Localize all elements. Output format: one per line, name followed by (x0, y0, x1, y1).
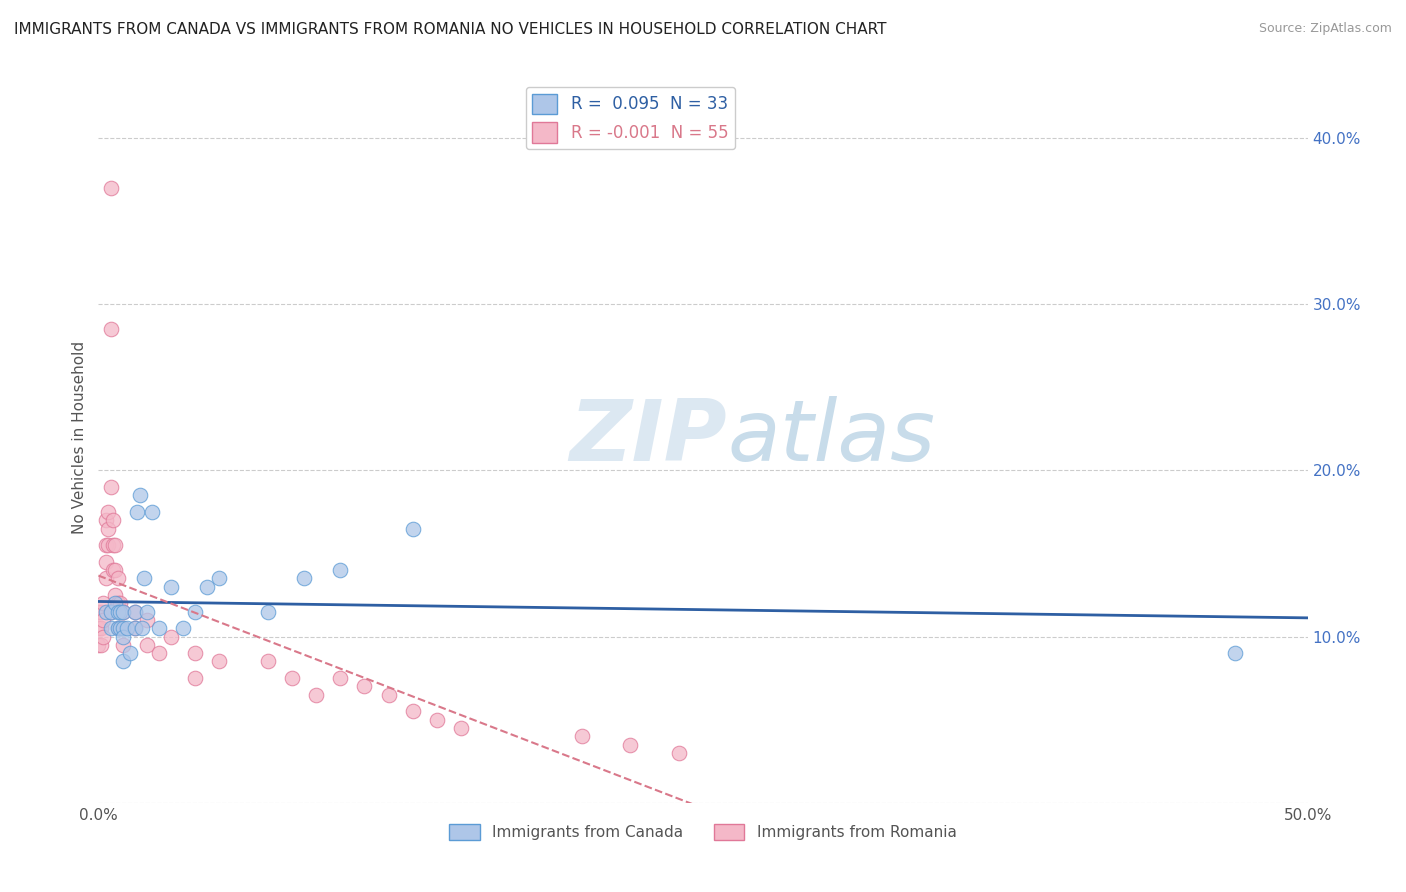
Point (329, 563, 352, 577)
Point (172, 621, 194, 635)
Point (94, 571, 117, 585)
Point (111, 630, 134, 644)
Point (281, 671, 304, 685)
Point (208, 571, 231, 585)
Point (141, 505, 163, 519)
Point (124, 605, 146, 619)
Point (353, 680, 375, 694)
Point (111, 605, 134, 619)
Point (124, 605, 146, 619)
Point (97, 538, 120, 552)
Point (100, 605, 122, 619)
Point (108, 621, 131, 635)
Point (256, 655, 278, 669)
Point (111, 621, 134, 635)
Point (101, 563, 124, 577)
Point (292, 571, 315, 585)
Point (135, 638, 157, 652)
Point (107, 621, 129, 635)
Point (329, 671, 352, 685)
Point (184, 646, 207, 660)
Point (402, 521, 425, 535)
Point (97, 505, 120, 519)
Point (90, 638, 112, 652)
Point (104, 596, 127, 610)
Point (377, 688, 399, 702)
Point (135, 613, 157, 627)
Point (87, 638, 110, 652)
Point (450, 721, 472, 735)
Point (108, 621, 131, 635)
Point (134, 571, 156, 585)
Point (118, 646, 141, 660)
Point (668, 746, 690, 760)
Point (94, 555, 117, 569)
Point (148, 646, 170, 660)
Text: atlas: atlas (727, 395, 935, 479)
Point (426, 713, 449, 727)
Point (160, 580, 183, 594)
Point (101, 538, 124, 552)
Point (104, 588, 127, 602)
Legend: Immigrants from Canada, Immigrants from Romania: Immigrants from Canada, Immigrants from … (443, 818, 963, 847)
Text: Source: ZipAtlas.com: Source: ZipAtlas.com (1258, 22, 1392, 36)
Point (107, 596, 129, 610)
Point (94, 538, 117, 552)
Point (208, 655, 231, 669)
Point (104, 563, 127, 577)
Point (111, 638, 134, 652)
Point (91, 613, 114, 627)
Point (107, 621, 129, 635)
Point (124, 621, 146, 635)
Point (184, 605, 207, 619)
Point (107, 605, 129, 619)
Point (91, 630, 114, 644)
Point (111, 655, 134, 669)
Point (256, 605, 278, 619)
Point (97, 521, 120, 535)
Y-axis label: No Vehicles in Household: No Vehicles in Household (72, 341, 87, 533)
Point (184, 671, 207, 685)
Point (100, 480, 122, 494)
Point (195, 580, 218, 594)
Point (100, 180, 122, 194)
Point (108, 605, 131, 619)
Text: ZIP: ZIP (569, 395, 727, 479)
Point (111, 621, 134, 635)
Point (87, 605, 110, 619)
Point (111, 605, 134, 619)
Point (100, 322, 122, 336)
Point (124, 621, 146, 635)
Point (107, 571, 129, 585)
Point (148, 621, 170, 635)
Point (402, 705, 425, 719)
Point (100, 605, 122, 619)
Point (90, 605, 112, 619)
Point (87, 621, 110, 635)
Point (128, 488, 150, 502)
Point (1223, 646, 1246, 660)
Point (571, 729, 593, 743)
Point (101, 513, 124, 527)
Point (160, 630, 183, 644)
Point (94, 513, 117, 527)
Point (91, 596, 114, 610)
Point (127, 505, 149, 519)
Point (131, 621, 153, 635)
Point (619, 738, 641, 752)
Point (305, 688, 328, 702)
Text: IMMIGRANTS FROM CANADA VS IMMIGRANTS FROM ROMANIA NO VEHICLES IN HOUSEHOLD CORRE: IMMIGRANTS FROM CANADA VS IMMIGRANTS FRO… (14, 22, 887, 37)
Point (104, 538, 127, 552)
Point (108, 596, 131, 610)
Point (135, 605, 157, 619)
Point (100, 621, 122, 635)
Point (94, 605, 117, 619)
Point (90, 621, 112, 635)
Point (117, 621, 139, 635)
